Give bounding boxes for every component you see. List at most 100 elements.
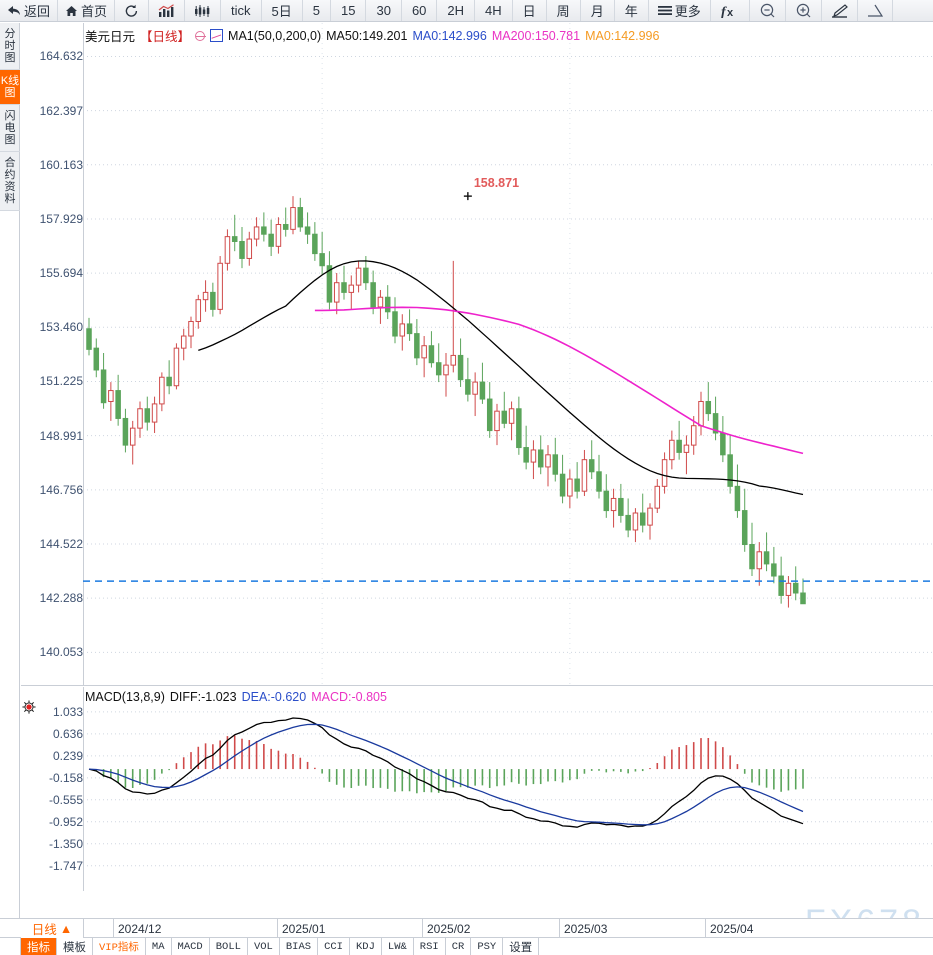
x-axis-tick: 2025/04: [705, 919, 753, 938]
indicator-button-lw[interactable]: LW&: [382, 938, 414, 955]
price-y-tick: 140.053: [39, 645, 83, 660]
indicator-button-zhibiao[interactable]: 指标: [21, 938, 57, 955]
toolbar-5day-button[interactable]: 5日: [261, 0, 303, 21]
macd-y-tick: -1.350: [48, 836, 83, 851]
bar-chart-icon: [158, 3, 175, 18]
indicator-bar: 指标 模板 VIP指标 MA MACD BOLL VOL BIAS CCI KDJ LW& RSI CR…: [0, 938, 933, 955]
indicator-button-kdj[interactable]: KDJ: [350, 938, 382, 955]
indicator-button-rsi[interactable]: RSI: [414, 938, 446, 955]
price-y-tick: 142.288: [39, 591, 83, 606]
indicator-button-cci[interactable]: CCI: [318, 938, 350, 955]
chart-area[interactable]: 164.632 162.397 160.163 157.929 155.694 153.4…: [21, 23, 933, 941]
sidebar-filler: [0, 211, 19, 931]
toolbar-shape-button[interactable]: [857, 0, 893, 21]
macd-y-tick: 0.239: [52, 748, 83, 763]
sidebar-item-lightning[interactable]: 闪电图: [0, 105, 20, 152]
toolbar-back-label: 返回: [24, 4, 51, 19]
macd-y-tick: -0.952: [48, 814, 83, 829]
toolbar-chart-button[interactable]: [149, 0, 186, 21]
price-y-tick: 157.929: [39, 211, 83, 226]
macd-settings-icon[interactable]: [22, 700, 36, 714]
price-y-tick: 160.163: [39, 157, 83, 172]
toolbar-m15-button[interactable]: 15: [331, 0, 367, 21]
toolbar-zoom-out-button[interactable]: [749, 0, 786, 21]
toolbar-month-button[interactable]: 月: [580, 0, 615, 21]
toolbar-h2-label: 2H: [447, 3, 465, 18]
toolbar-month-label: 月: [590, 4, 604, 19]
sidebar-item-contract[interactable]: 合约资料: [0, 152, 20, 211]
macd-y-tick: 0.636: [52, 726, 83, 741]
hamburger-icon: [657, 5, 672, 16]
toolbar-m15-label: 15: [341, 3, 356, 18]
price-y-tick: 153.460: [39, 320, 83, 335]
price-y-tick: 148.991: [39, 428, 83, 443]
zoom-out-icon: [759, 3, 776, 18]
x-axis-tick: 2025/02: [422, 919, 470, 938]
svg-text:x: x: [727, 7, 734, 18]
toolbar-zoom-in-button[interactable]: [785, 0, 822, 21]
toolbar-m60-button[interactable]: 60: [401, 0, 438, 21]
toolbar-year-button[interactable]: 年: [614, 0, 649, 21]
indicator-button-boll[interactable]: BOLL: [210, 938, 248, 955]
panel-divider: [21, 685, 933, 686]
toolbar-more-button[interactable]: 更多: [648, 0, 711, 21]
macd-y-tick: -0.555: [48, 792, 83, 807]
toolbar-day-label: 日: [522, 4, 536, 19]
price-chart-canvas[interactable]: [21, 23, 933, 685]
indicator-button-muban[interactable]: 模板: [57, 938, 93, 955]
price-y-axis: 164.632 162.397 160.163 157.929 155.694 153.4…: [21, 23, 83, 685]
toolbar-tick-button[interactable]: tick: [221, 0, 262, 21]
candlestick-icon: [194, 4, 211, 18]
sidebar-item-kline-label: K线图: [0, 75, 20, 99]
toolbar-fx-button[interactable]: f x: [710, 0, 750, 21]
x-axis-tick: 2025/01: [277, 919, 325, 938]
price-y-tick: 146.756: [39, 482, 83, 497]
macd-y-tick: -1.747: [48, 858, 83, 873]
toolbar-home-label: 首页: [81, 4, 108, 19]
toolbar-h4-button[interactable]: 4H: [475, 0, 513, 21]
sidebar-item-kline[interactable]: K线图: [0, 70, 20, 105]
toolbar-refresh-button[interactable]: [115, 0, 150, 21]
toolbar-back-button[interactable]: 返回: [0, 0, 59, 21]
toolbar-h2-button[interactable]: 2H: [437, 0, 476, 21]
chevron-up-icon: ▲: [59, 921, 73, 936]
indicator-button-psy[interactable]: PSY: [471, 938, 504, 955]
sidebar-item-lightning-label: 闪电图: [4, 110, 16, 146]
toolbar-candles-button[interactable]: [185, 0, 222, 21]
zoom-in-icon: [795, 3, 812, 18]
indicator-button-vip[interactable]: VIP指标: [93, 938, 146, 955]
toolbar-h4-label: 4H: [485, 3, 502, 18]
x-axis-tick: 2024/12: [113, 919, 161, 938]
toolbar-m60-label: 60: [411, 3, 427, 18]
macd-y-tick: 1.033: [52, 704, 83, 719]
toolbar-m30-label: 30: [376, 3, 391, 18]
toolbar-m5-button[interactable]: 5: [302, 0, 331, 21]
period-selector[interactable]: 日线 ▲: [21, 919, 84, 938]
toolbar-draw-button[interactable]: [821, 0, 858, 21]
indicator-button-shezhi[interactable]: 设置: [503, 938, 540, 955]
sidebar-item-contract-label: 合约资料: [4, 157, 16, 205]
price-y-tick: 151.225: [39, 374, 83, 389]
pencil-icon: [831, 3, 848, 18]
macd-chart-canvas[interactable]: [21, 687, 933, 891]
toolbar-more-label: 更多: [674, 4, 701, 19]
indicator-button-macd[interactable]: MACD: [172, 938, 210, 955]
toolbar-home-button[interactable]: 首页: [58, 0, 116, 21]
price-y-tick: 162.397: [39, 103, 83, 118]
indicator-bar-lead: [0, 938, 21, 955]
indicator-button-bias[interactable]: BIAS: [280, 938, 319, 955]
high-price-annotation: 158.871: [473, 176, 520, 191]
sidebar-item-timeshare-label: 分时图: [4, 28, 16, 64]
indicator-button-cr[interactable]: CR: [446, 938, 472, 955]
left-sidebar: 分时图 K线图 闪电图 合约资料: [0, 23, 20, 931]
price-y-tick: 144.522: [39, 536, 83, 551]
indicator-button-vol[interactable]: VOL: [248, 938, 280, 955]
home-icon: [65, 5, 78, 17]
fx-icon: f x: [720, 4, 740, 18]
indicator-button-ma[interactable]: MA: [146, 938, 172, 955]
top-toolbar: 返回 首页: [0, 0, 933, 22]
toolbar-day-button[interactable]: 日: [512, 0, 547, 21]
toolbar-m30-button[interactable]: 30: [366, 0, 402, 21]
toolbar-week-button[interactable]: 周: [546, 0, 581, 21]
sidebar-item-timeshare[interactable]: 分时图: [0, 23, 20, 70]
